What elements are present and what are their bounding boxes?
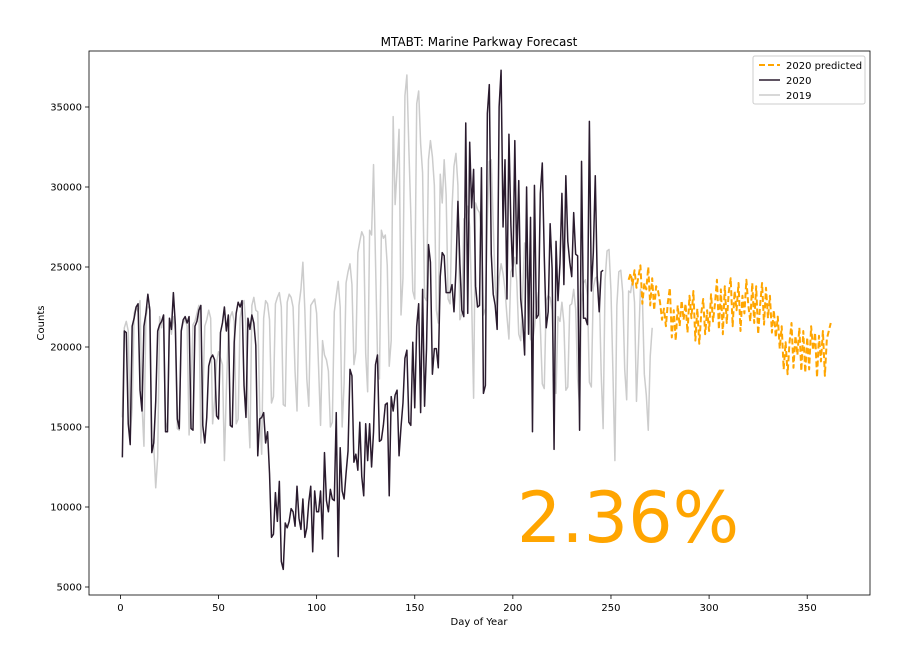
y-axis-label: Counts xyxy=(36,306,47,341)
y-tick-label: 20000 xyxy=(50,343,82,354)
x-tick-label: 150 xyxy=(405,603,424,614)
y-tick-label: 35000 xyxy=(50,103,82,114)
x-tick-label: 300 xyxy=(700,603,719,614)
y-tick-label: 25000 xyxy=(50,263,82,274)
x-tick-label: 200 xyxy=(503,603,522,614)
x-tick-label: 50 xyxy=(212,603,225,614)
series-line-2020 xyxy=(121,69,604,571)
series-line-2019 xyxy=(121,74,653,489)
series-layer xyxy=(121,69,832,571)
legend-box xyxy=(752,55,866,105)
y-tick-label: 15000 xyxy=(50,423,82,434)
x-axis-label: Day of Year xyxy=(451,617,509,628)
legend-label-2020-predicted: 2020 predicted xyxy=(786,61,862,72)
y-tick-label: 5000 xyxy=(57,583,82,594)
x-axis: 0 50 100 150 200 250 300 350 xyxy=(117,595,817,614)
percent-annotation: 2.36% xyxy=(517,477,739,559)
legend-label-2020: 2020 xyxy=(786,76,811,87)
series-line-2020-predicted xyxy=(627,264,832,379)
x-tick-label: 350 xyxy=(798,603,817,614)
x-tick-label: 250 xyxy=(601,603,620,614)
chart-title: MTABT: Marine Parkway Forecast xyxy=(381,35,578,49)
y-tick-label: 10000 xyxy=(50,503,82,514)
y-axis: 5000 10000 15000 20000 25000 30000 35000 xyxy=(50,103,89,594)
plot-frame xyxy=(88,50,871,596)
legend: 2020 predicted 2020 2019 xyxy=(752,55,866,105)
x-tick-label: 0 xyxy=(117,603,123,614)
x-tick-label: 100 xyxy=(307,603,326,614)
legend-label-2019: 2019 xyxy=(786,91,811,102)
y-tick-label: 30000 xyxy=(50,183,82,194)
